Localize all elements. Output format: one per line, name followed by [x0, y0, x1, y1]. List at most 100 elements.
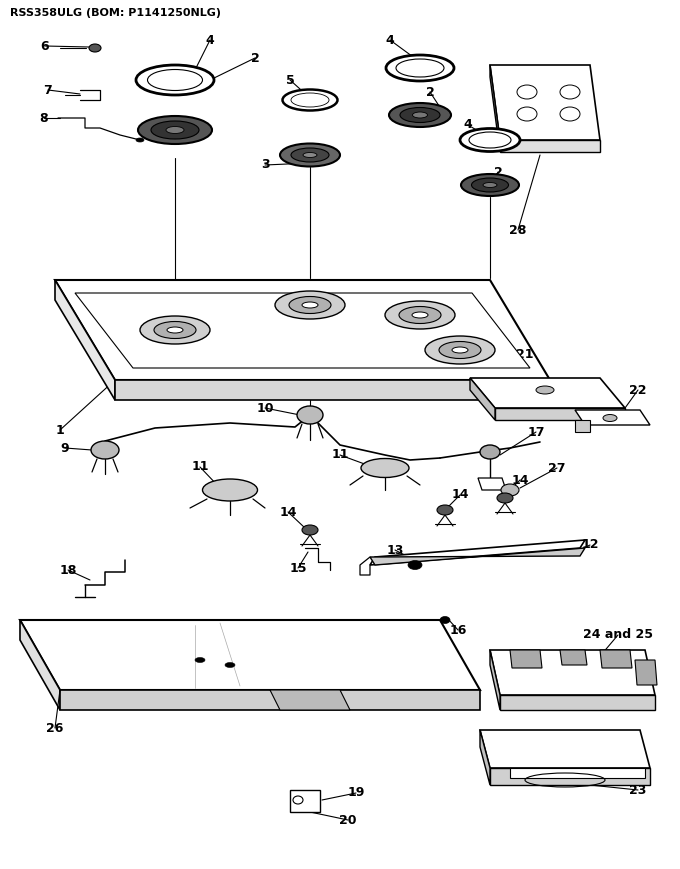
Polygon shape: [575, 410, 650, 425]
Text: 6: 6: [41, 39, 50, 52]
Ellipse shape: [413, 112, 428, 118]
Ellipse shape: [289, 296, 331, 314]
Polygon shape: [510, 650, 542, 668]
Ellipse shape: [460, 129, 520, 151]
Ellipse shape: [195, 658, 205, 662]
Ellipse shape: [225, 662, 235, 667]
Polygon shape: [270, 690, 350, 710]
Text: 16: 16: [449, 623, 466, 636]
Polygon shape: [480, 730, 490, 785]
Polygon shape: [500, 695, 655, 710]
Ellipse shape: [425, 336, 495, 364]
Polygon shape: [490, 650, 655, 695]
Polygon shape: [600, 650, 632, 668]
Text: 3: 3: [260, 158, 269, 171]
Text: 5: 5: [286, 74, 294, 87]
Ellipse shape: [302, 525, 318, 535]
Ellipse shape: [302, 302, 318, 308]
Text: 27: 27: [548, 461, 566, 474]
Ellipse shape: [91, 441, 119, 459]
Ellipse shape: [440, 616, 450, 623]
Ellipse shape: [412, 312, 428, 318]
Text: 4: 4: [464, 118, 473, 131]
Polygon shape: [20, 620, 480, 690]
Polygon shape: [480, 730, 650, 768]
Polygon shape: [490, 650, 500, 710]
Ellipse shape: [386, 55, 454, 81]
Polygon shape: [510, 768, 645, 778]
Text: 21: 21: [516, 348, 534, 362]
Ellipse shape: [167, 327, 183, 333]
Ellipse shape: [399, 307, 441, 323]
Ellipse shape: [389, 103, 451, 127]
Polygon shape: [60, 690, 480, 710]
Polygon shape: [20, 620, 60, 710]
Ellipse shape: [154, 322, 196, 339]
Text: 15: 15: [289, 561, 307, 574]
Polygon shape: [55, 280, 550, 380]
Ellipse shape: [400, 108, 440, 123]
Text: 13: 13: [386, 543, 404, 556]
Ellipse shape: [280, 143, 340, 167]
Text: RSS358ULG (BOM: P1141250NLG): RSS358ULG (BOM: P1141250NLG): [10, 8, 221, 18]
Text: 11: 11: [191, 461, 209, 474]
Ellipse shape: [275, 291, 345, 319]
Ellipse shape: [291, 148, 329, 162]
Text: 7: 7: [44, 83, 52, 96]
Polygon shape: [500, 140, 600, 152]
Ellipse shape: [361, 459, 409, 477]
Polygon shape: [490, 65, 500, 152]
Text: 20: 20: [339, 813, 357, 826]
Ellipse shape: [138, 116, 212, 144]
Polygon shape: [470, 378, 625, 408]
Ellipse shape: [536, 386, 554, 394]
Polygon shape: [478, 478, 506, 490]
Ellipse shape: [483, 182, 497, 188]
Text: 19: 19: [347, 786, 364, 799]
Text: 14: 14: [452, 488, 469, 501]
Ellipse shape: [303, 152, 317, 157]
Text: 18: 18: [59, 563, 77, 576]
Text: 14: 14: [279, 506, 296, 519]
Ellipse shape: [151, 121, 199, 139]
Ellipse shape: [437, 505, 453, 515]
Ellipse shape: [140, 316, 210, 344]
Text: 4: 4: [386, 34, 394, 47]
Text: 26: 26: [46, 721, 64, 734]
Polygon shape: [370, 548, 585, 565]
Ellipse shape: [136, 138, 144, 142]
Ellipse shape: [603, 415, 617, 421]
Polygon shape: [115, 380, 550, 400]
Ellipse shape: [89, 44, 101, 52]
Text: 2: 2: [426, 85, 435, 98]
Text: 10: 10: [256, 401, 274, 415]
Text: 28: 28: [509, 223, 527, 236]
Ellipse shape: [408, 561, 422, 569]
Text: 8: 8: [39, 111, 48, 124]
Ellipse shape: [136, 65, 214, 95]
Polygon shape: [470, 378, 495, 420]
Polygon shape: [55, 280, 115, 400]
Ellipse shape: [497, 493, 513, 503]
Ellipse shape: [297, 406, 323, 424]
Polygon shape: [575, 420, 590, 432]
Polygon shape: [490, 768, 650, 785]
Text: 14: 14: [511, 474, 529, 487]
Bar: [290, 790, 320, 812]
Ellipse shape: [461, 174, 519, 196]
Ellipse shape: [471, 178, 509, 192]
Ellipse shape: [166, 127, 184, 134]
Text: 2: 2: [251, 51, 259, 64]
Polygon shape: [490, 65, 600, 140]
Ellipse shape: [439, 342, 481, 359]
Text: 17: 17: [527, 426, 545, 439]
Ellipse shape: [452, 347, 468, 353]
Text: 24 and 25: 24 and 25: [583, 628, 653, 641]
Text: 22: 22: [629, 383, 647, 396]
Ellipse shape: [282, 90, 337, 110]
Polygon shape: [495, 408, 625, 420]
Text: 23: 23: [629, 784, 647, 797]
Polygon shape: [75, 293, 530, 368]
Polygon shape: [370, 540, 585, 565]
Text: 9: 9: [61, 441, 69, 454]
